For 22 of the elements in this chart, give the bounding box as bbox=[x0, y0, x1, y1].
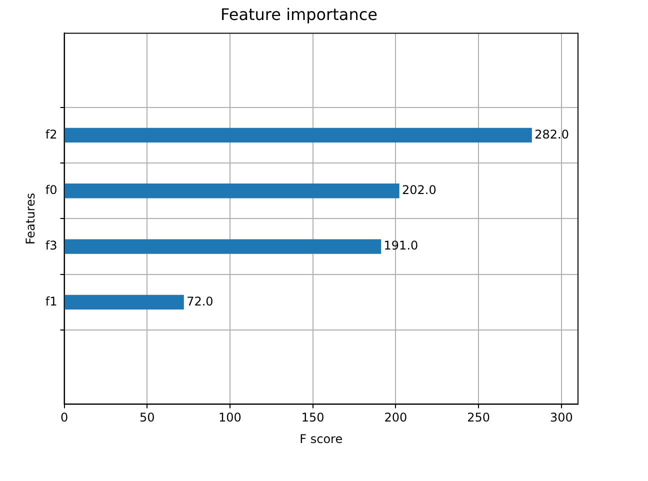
x-tick-label: 0 bbox=[60, 410, 68, 425]
data-label: 72.0 bbox=[186, 294, 214, 308]
data-label: 282.0 bbox=[534, 127, 569, 142]
x-tick-label: 200 bbox=[384, 410, 408, 425]
x-tick-label: 300 bbox=[550, 410, 573, 425]
x-tick-label: 100 bbox=[218, 410, 242, 425]
x-tick-label: 150 bbox=[301, 410, 324, 425]
bar bbox=[64, 294, 184, 310]
y-tick-label: f1 bbox=[45, 294, 58, 308]
x-tick-label: 50 bbox=[139, 410, 155, 425]
x-axis-title: F score bbox=[300, 432, 343, 446]
y-axis-title: Features bbox=[23, 192, 38, 245]
x-tick-label: 250 bbox=[467, 410, 490, 425]
y-tick-label: f0 bbox=[45, 183, 58, 197]
y-tick-label: f2 bbox=[45, 127, 58, 142]
data-label: 191.0 bbox=[384, 238, 418, 253]
bar bbox=[64, 128, 532, 143]
y-tick-label: f3 bbox=[45, 238, 58, 253]
data-label: 202.0 bbox=[402, 183, 436, 197]
bar bbox=[64, 184, 400, 198]
chart-title: Feature importance bbox=[220, 4, 378, 24]
bar bbox=[64, 239, 382, 254]
